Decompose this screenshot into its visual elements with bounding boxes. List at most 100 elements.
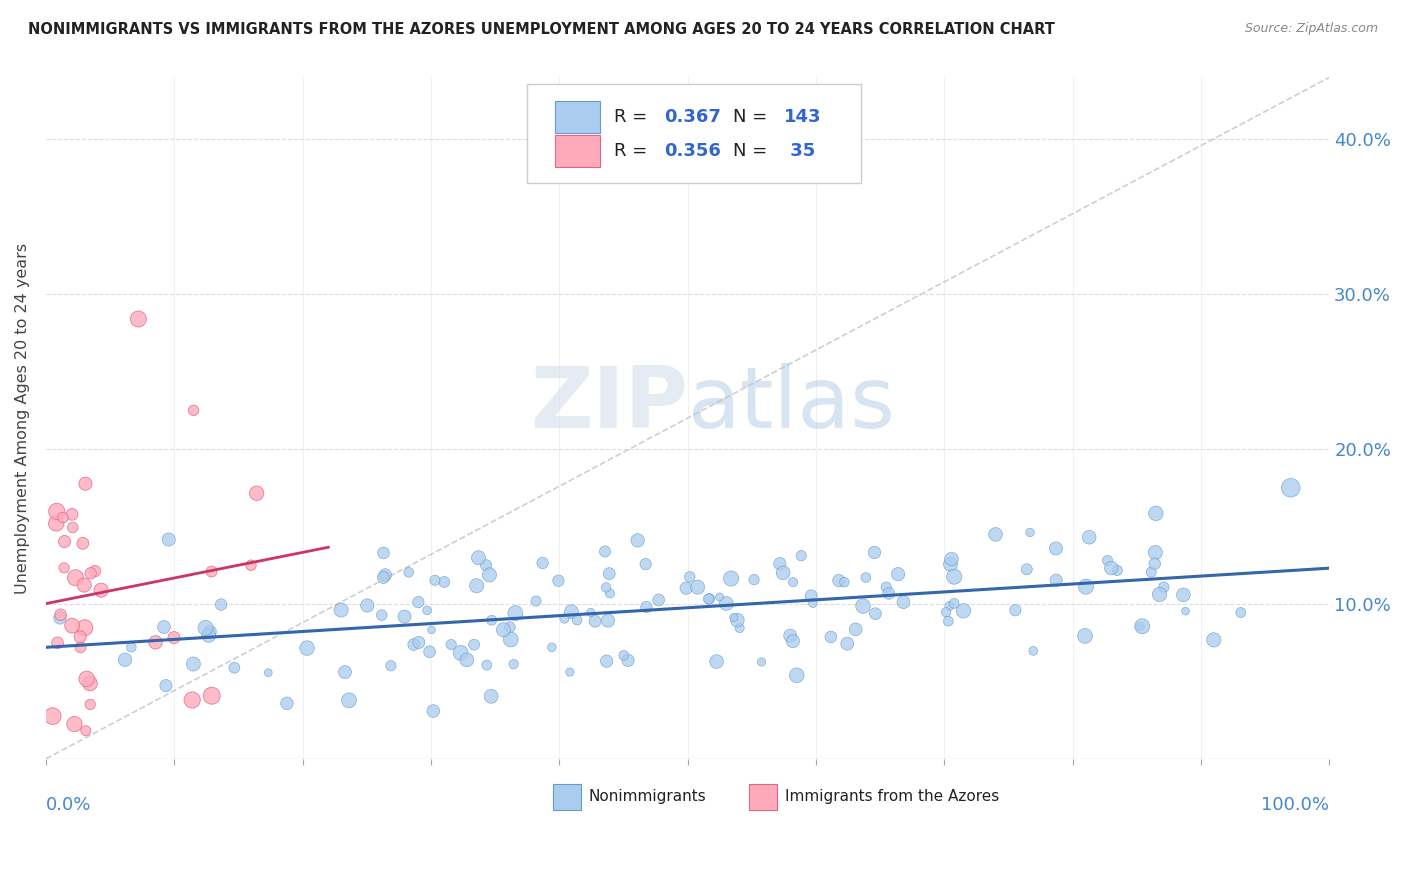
Point [1107, 563, 1129, 577]
Point [786, 668, 808, 682]
Point [1097, 553, 1119, 567]
Point [769, 557, 792, 571]
Point [845, 623, 868, 637]
Point [865, 607, 887, 621]
Point [502, 657, 524, 672]
Point [709, 590, 731, 604]
Point [782, 575, 804, 590]
Point [943, 596, 966, 610]
Point [46, 636, 69, 650]
Point [943, 569, 966, 583]
Point [706, 655, 728, 669]
Point [295, 641, 318, 656]
Point [374, 568, 396, 582]
Point [1074, 629, 1097, 643]
Point [613, 648, 636, 663]
Point [505, 606, 527, 620]
Point [194, 621, 217, 635]
Text: R =: R = [614, 142, 654, 160]
Point [479, 690, 502, 704]
Point [398, 566, 420, 580]
Point [1015, 562, 1038, 576]
Text: atlas: atlas [688, 363, 896, 446]
Point [598, 566, 620, 581]
Point [79, 698, 101, 712]
Point [1078, 530, 1101, 544]
Point [579, 606, 602, 620]
FancyBboxPatch shape [749, 784, 778, 810]
Text: 100.0%: 100.0% [1261, 797, 1329, 814]
Point [1174, 604, 1197, 618]
Point [686, 580, 709, 594]
Point [75, 476, 97, 491]
Point [675, 581, 697, 595]
Point [779, 629, 801, 643]
Point [62, 520, 84, 534]
Point [465, 579, 488, 593]
Point [478, 567, 501, 582]
Point [647, 593, 669, 607]
Point [1279, 481, 1302, 495]
Point [583, 614, 606, 628]
Text: 0.356: 0.356 [665, 142, 721, 160]
Point [1099, 561, 1122, 575]
Point [373, 546, 395, 560]
Point [416, 603, 439, 617]
Point [201, 689, 224, 703]
Point [276, 697, 298, 711]
Point [183, 657, 205, 671]
Point [1140, 565, 1163, 579]
Point [408, 635, 430, 649]
FancyBboxPatch shape [553, 784, 581, 810]
Point [53, 561, 76, 575]
Point [697, 592, 720, 607]
Point [183, 403, 205, 417]
Point [599, 586, 621, 600]
Point [852, 599, 875, 613]
Point [751, 655, 773, 669]
Point [45, 504, 67, 518]
Text: ZIP: ZIP [530, 363, 688, 446]
Text: N =: N = [733, 108, 772, 126]
Point [499, 632, 522, 647]
Point [782, 634, 804, 648]
Point [75, 723, 97, 738]
Point [560, 605, 582, 619]
Point [114, 653, 136, 667]
Point [936, 614, 959, 628]
Point [200, 565, 222, 579]
Point [73, 621, 96, 635]
Point [877, 586, 900, 600]
FancyBboxPatch shape [555, 101, 600, 133]
Point [935, 605, 957, 619]
Point [65, 571, 87, 585]
Point [422, 704, 444, 718]
Point [984, 527, 1007, 541]
Point [145, 635, 167, 649]
Point [53, 534, 76, 549]
Point [380, 658, 402, 673]
Point [69, 640, 91, 655]
Text: 0.0%: 0.0% [46, 797, 91, 814]
Point [887, 567, 910, 582]
Point [69, 630, 91, 644]
Point [224, 661, 246, 675]
Point [875, 580, 897, 594]
Point [952, 604, 974, 618]
Point [634, 557, 657, 571]
Point [475, 558, 498, 573]
Point [828, 574, 851, 588]
Point [1143, 557, 1166, 571]
Point [41, 709, 63, 723]
Point [76, 672, 98, 686]
Point [333, 665, 356, 680]
Point [1202, 632, 1225, 647]
Point [855, 570, 877, 584]
Point [423, 574, 446, 588]
Point [120, 640, 142, 655]
Point [79, 676, 101, 690]
Point [1153, 580, 1175, 594]
Text: R =: R = [614, 108, 654, 126]
Point [716, 597, 738, 611]
Y-axis label: Unemployment Among Ages 20 to 24 years: Unemployment Among Ages 20 to 24 years [15, 243, 30, 594]
